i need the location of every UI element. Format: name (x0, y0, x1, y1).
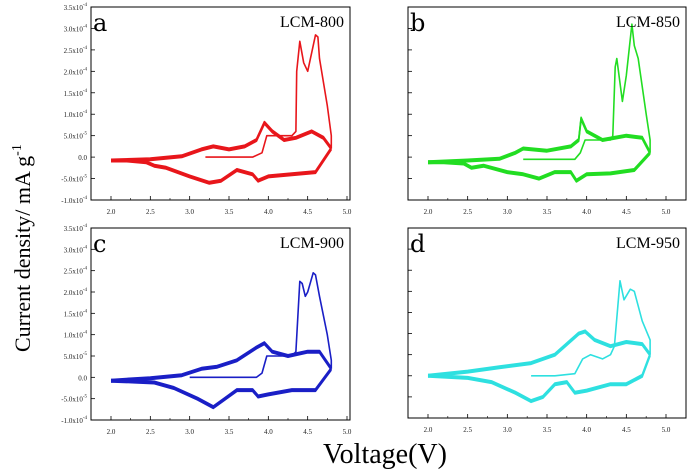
y-tick-label: 0.0 (78, 154, 87, 162)
x-tick-label: 3.5 (225, 208, 234, 216)
x-tick-label: 2.0 (107, 208, 116, 216)
first-charge-curve (531, 280, 651, 377)
charge-curve-cycle-3 (427, 116, 651, 162)
plot-frame (407, 227, 687, 419)
y-tick-label: -5.0x10-5 (61, 175, 87, 184)
y-tick-label: 3.0x10-4 (64, 24, 88, 33)
x-tick-label: 3.5 (543, 426, 552, 434)
sample-label: LCM-800 (280, 14, 344, 31)
panel-letter: a (93, 9, 107, 37)
sample-label: LCM-900 (280, 235, 344, 252)
discharge-curve-cycle-3 (111, 146, 332, 183)
y-tick-label: 2.5x10-4 (64, 46, 88, 55)
discharge-curve-cycle-1 (428, 152, 651, 182)
x-tick-label: 2.5 (146, 208, 155, 216)
discharge-curve-cycle-3 (428, 151, 651, 181)
panel-d: 2.0 2.5 3.0 3.5 4.0 4.5 5.0 d LCM-950 (407, 227, 687, 434)
y-axis-label: Current density/ mA g-1 (10, 144, 35, 352)
y-tick-label: 2.0x10-4 (64, 288, 88, 297)
x-tick-label: 3.0 (503, 426, 512, 434)
x-tick-label: 2.5 (463, 426, 472, 434)
y-tick-label: 0.0 (78, 374, 87, 382)
x-tick-label: 4.0 (582, 208, 591, 216)
panel-letter: d (410, 230, 425, 258)
panel-b: 2.0 2.5 3.0 3.5 4.0 4.5 5.0 b LCM-850 (407, 6, 687, 216)
x-tick-label: 3.5 (543, 208, 552, 216)
y-tick-label: 3.5x10-4 (64, 224, 88, 233)
panel-a: 2.0 2.5 3.0 3.5 4.0 4.5 5.0 3.5x10-4 3.0x10-4 2.5… (61, 3, 352, 216)
discharge-curve-cycle-1 (427, 354, 651, 402)
x-tick-label: 2.0 (107, 428, 116, 436)
x-tick-label: 2.5 (463, 208, 472, 216)
x-tick-label: 3.0 (503, 208, 512, 216)
charge-curve-cycle-3 (427, 329, 651, 376)
y-tick-label: 1.5x10-4 (64, 89, 88, 98)
discharge-curve-cycle-3 (427, 353, 651, 401)
y-tick-label: 1.5x10-4 (64, 309, 88, 318)
discharge-curve-cycle-2 (111, 149, 332, 185)
y-tick-label: 5.0x10-5 (64, 132, 88, 141)
x-tick-label: 2.0 (424, 426, 433, 434)
x-tick-label: 5.0 (343, 428, 352, 436)
charge-curve-cycle-2 (427, 118, 651, 165)
x-tick-label: 3.0 (185, 208, 194, 216)
discharge-curve-cycle-1 (110, 368, 332, 408)
sample-label: LCM-850 (616, 14, 680, 31)
charge-curve-cycle-1 (427, 330, 651, 377)
x-tick-label: 2.0 (424, 208, 433, 216)
x-tick-label: 5.0 (662, 208, 671, 216)
charge-curve-cycle-3 (110, 341, 332, 381)
y-tick-label: 5.0x10-5 (64, 352, 88, 361)
discharge-curve-cycle-1 (111, 148, 332, 184)
panel-letter: b (410, 9, 425, 37)
x-tick-label: 5.0 (662, 426, 671, 434)
charge-curve-cycle-1 (110, 342, 332, 382)
sample-label: LCM-950 (616, 235, 680, 252)
y-tick-label: 2.0x10-4 (64, 67, 88, 76)
discharge-curve-cycle-2 (110, 369, 332, 410)
x-tick-label: 4.5 (303, 428, 312, 436)
panel-letter: c (93, 230, 106, 258)
plot-frame (90, 6, 351, 201)
y-tick-label: -5.0x10-5 (61, 395, 87, 404)
y-tick-label: 1.0x10-4 (64, 110, 88, 119)
discharge-curve-cycle-2 (427, 355, 651, 404)
y-tick-label: 3.0x10-4 (64, 245, 88, 254)
charge-curve-cycle-2 (110, 343, 332, 383)
charge-curve-cycle-2 (427, 331, 651, 378)
x-tick-label: 3.0 (185, 428, 194, 436)
discharge-curve-cycle-2 (428, 153, 651, 183)
y-tick-label: -1.0x10-4 (61, 196, 87, 205)
x-tick-label: 4.5 (303, 208, 312, 216)
first-charge-curve (189, 272, 333, 379)
y-tick-label: 3.5x10-4 (64, 3, 88, 12)
y-tick-label: -1.0x10-4 (61, 416, 87, 425)
x-tick-label: 2.5 (146, 428, 155, 436)
first-charge-curve (205, 34, 333, 158)
discharge-curve-cycle-3 (110, 367, 332, 407)
x-axis-label: Voltage(V) (323, 439, 447, 470)
charge-curve-cycle-2 (110, 123, 332, 163)
x-tick-label: 5.0 (343, 208, 352, 216)
first-charge-curve (523, 23, 651, 161)
x-tick-label: 4.5 (622, 426, 631, 434)
y-tick-label: 1.0x10-4 (64, 331, 88, 340)
charge-curve-cycle-3 (110, 120, 332, 161)
x-tick-label: 3.5 (225, 428, 234, 436)
x-tick-label: 4.0 (582, 426, 591, 434)
x-tick-label: 4.5 (622, 208, 631, 216)
y-tick-label: 2.5x10-4 (64, 267, 88, 276)
charge-curve-cycle-1 (427, 117, 651, 164)
charge-curve-cycle-1 (110, 122, 332, 162)
x-tick-label: 4.0 (264, 208, 273, 216)
plot-frame (90, 227, 351, 421)
x-tick-label: 4.0 (264, 428, 273, 436)
panel-c: 2.0 2.5 3.0 3.5 4.0 4.5 5.0 3.5x10-4 3.0x10-4 2.5… (61, 224, 352, 436)
